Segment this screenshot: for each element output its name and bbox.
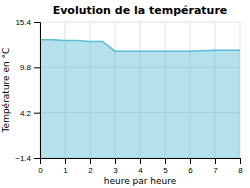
y-tick-label: −1.4 — [15, 154, 31, 163]
x-tick: 5 — [163, 158, 168, 175]
x-tick: 7 — [213, 158, 218, 175]
x-tick: 0 — [38, 158, 43, 175]
y-tick-mark — [34, 22, 40, 23]
y-tick: −1.4 — [15, 154, 40, 163]
x-tick-mark — [140, 158, 141, 164]
x-tick-label: 1 — [63, 166, 68, 175]
grid — [40, 22, 240, 158]
y-tick-mark — [34, 67, 40, 68]
x-tick-label: 8 — [238, 166, 243, 175]
y-tick-label: 9.8 — [20, 63, 32, 72]
x-tick: 4 — [138, 158, 143, 175]
x-tick: 2 — [88, 158, 93, 175]
x-tick-mark — [165, 158, 166, 164]
x-axis-line — [41, 159, 241, 165]
x-tick-label: 3 — [113, 166, 118, 175]
x-axis-title: heure par heure — [104, 176, 177, 186]
x-tick-mark — [65, 158, 66, 164]
y-axis: −1.4 4.2 9.8 15.4 — [15, 18, 40, 163]
x-tick: 6 — [188, 158, 193, 175]
y-tick: 15.4 — [15, 18, 40, 27]
x-tick-label: 2 — [88, 166, 93, 175]
x-tick-label: 5 — [163, 166, 168, 175]
x-tick-label: 6 — [188, 166, 193, 175]
y-tick-label: 15.4 — [15, 18, 31, 27]
y-tick: 9.8 — [20, 63, 40, 72]
x-tick-mark — [115, 158, 116, 164]
x-tick-mark — [90, 158, 91, 164]
x-axis: 0 1 2 3 4 5 6 7 8 — [38, 158, 243, 175]
title: Evolution de la température — [53, 4, 228, 17]
grid-line-y — [40, 22, 240, 23]
y-axis-line — [34, 23, 41, 159]
y-tick: 4.2 — [20, 109, 40, 118]
x-tick-mark — [190, 158, 191, 164]
x-tick-label: 4 — [138, 166, 143, 175]
y-tick-label: 4.2 — [20, 109, 32, 118]
x-tick-label: 0 — [38, 166, 43, 175]
x-tick: 8 — [238, 158, 243, 175]
area — [40, 40, 240, 158]
plot: 0 1 2 3 4 5 6 7 8 −1.4 4.2 9.8 15.4 — [15, 18, 243, 175]
y-tick-mark — [34, 158, 40, 159]
y-axis-title: Température en °C — [1, 48, 11, 134]
x-tick: 3 — [113, 158, 118, 175]
x-tick-label: 7 — [213, 166, 218, 175]
x-tick-mark — [215, 158, 216, 164]
chart: 0 1 2 3 4 5 6 7 8 −1.4 4.2 9.8 15.4 Evolution de la t… — [0, 0, 250, 188]
x-tick-mark — [240, 158, 241, 164]
y-tick-mark — [34, 113, 40, 114]
marks — [40, 40, 240, 158]
line — [40, 40, 240, 51]
x-tick: 1 — [63, 158, 68, 175]
